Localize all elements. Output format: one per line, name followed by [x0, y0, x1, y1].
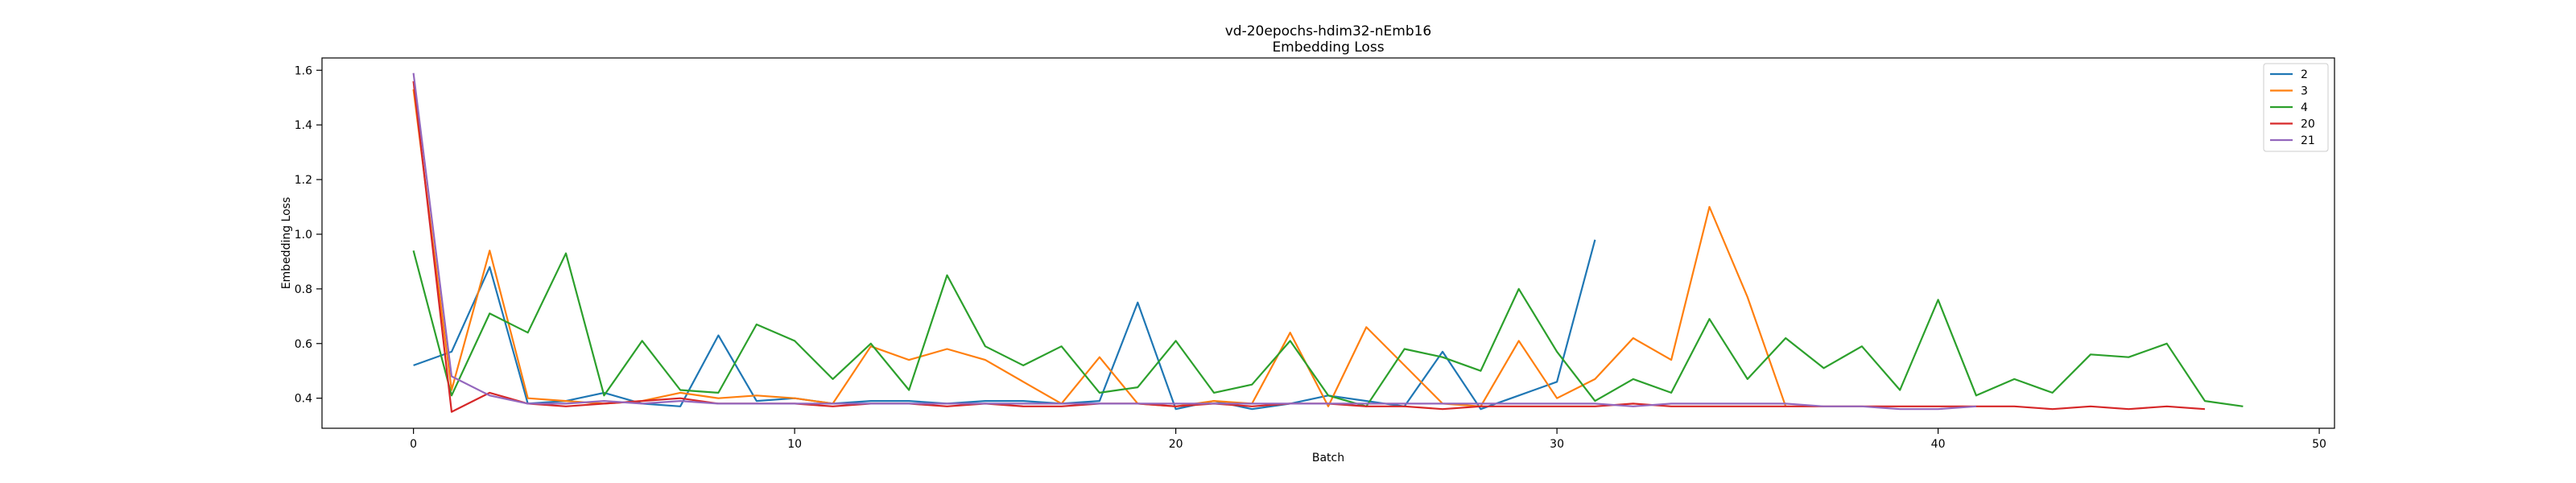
- x-axis: 0 10 20 30 40 50: [410, 428, 2326, 451]
- chart-title: vd-20epochs-hdim32-nEmb16: [1225, 23, 1432, 39]
- y-axis-label: Embedding Loss: [280, 197, 293, 290]
- x-tick-label: 30: [1550, 438, 1564, 451]
- legend-label-20: 20: [2301, 118, 2315, 131]
- y-tick-label: 0.6: [295, 338, 312, 351]
- y-axis: 0.4 0.6 0.8 1.0 1.2 1.4 1.6: [295, 64, 322, 406]
- legend-label-4: 4: [2301, 101, 2308, 114]
- x-tick-label: 50: [2312, 438, 2326, 451]
- series-line-21: [412, 72, 1976, 411]
- legend-box: [2263, 63, 2329, 152]
- y-tick-label: 0.8: [295, 283, 312, 296]
- series-line-20: [412, 80, 2206, 413]
- x-tick-label: 40: [1931, 438, 1946, 451]
- legend-label-2: 2: [2301, 68, 2308, 81]
- series-line-4: [412, 250, 2244, 407]
- x-tick-label: 10: [787, 438, 802, 451]
- x-tick-label: 0: [410, 438, 417, 451]
- plot-area: [321, 57, 2335, 429]
- legend-label-21: 21: [2301, 134, 2315, 147]
- y-tick-label: 1.4: [295, 119, 312, 132]
- series-line-3: [412, 89, 1787, 407]
- series-line-2: [413, 239, 1596, 411]
- y-tick-label: 1.2: [295, 174, 312, 187]
- x-tick-label: 20: [1169, 438, 1183, 451]
- x-axis-label: Batch: [1312, 452, 1344, 464]
- legend: 2 3 4 20 21: [2263, 63, 2329, 152]
- y-tick-label: 1.6: [295, 64, 312, 77]
- legend-label-3: 3: [2301, 85, 2308, 98]
- y-tick-label: 0.4: [295, 393, 312, 406]
- chart-subtitle: Embedding Loss: [1272, 39, 1384, 56]
- series-group: [412, 72, 2244, 413]
- y-tick-label: 1.0: [295, 229, 312, 242]
